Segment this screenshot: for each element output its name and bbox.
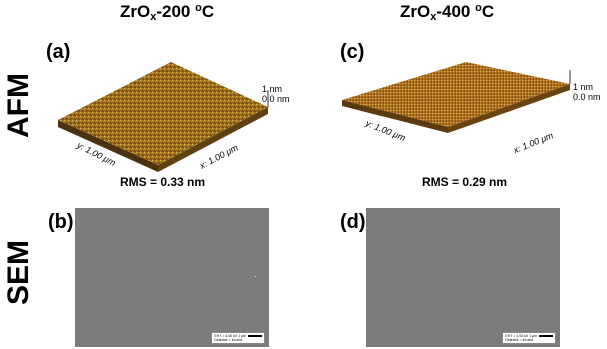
z-axis-top-a: 1 nm <box>262 84 283 94</box>
panel-label-d: (d) <box>340 211 366 233</box>
sem-image-b: EHT = 4.00 kV 1 μm Detector = InLens <box>75 208 269 347</box>
sem-image-d: EHT = 4.00 kV 1 μm Detector = InLens <box>366 208 560 347</box>
panel-label-a: (a) <box>46 41 71 63</box>
rms-value-a: RMS = 0.33 nm <box>120 175 206 189</box>
z-axis-top-c: 1 nm <box>573 82 594 92</box>
afm-panel-a: (a) 1 nm 0.0 nm y: 1.00 μm x: 1.00 μm RM… <box>40 32 290 192</box>
sem-info-box-d: EHT = 4.00 kV 1 μm Detector = InLens <box>502 332 556 344</box>
sem-info-box-b: EHT = 4.00 kV 1 μm Detector = InLens <box>211 332 265 344</box>
z-axis-bottom-c: 0.0 nm <box>573 92 601 102</box>
afm-surface-a <box>58 62 269 172</box>
row-label-afm: AFM <box>2 73 35 138</box>
row-label-sem: SEM <box>2 239 35 305</box>
rms-value-c: RMS = 0.29 nm <box>422 175 508 189</box>
column-title-400: ZrOx-400 oC <box>400 2 495 23</box>
sem-artifact-dot <box>255 276 256 277</box>
panel-label-c: (c) <box>340 41 365 63</box>
z-axis-bottom-a: 0.0 nm <box>262 94 290 104</box>
column-title-200: ZrOx-200 oC <box>120 2 215 23</box>
afm-surface-c <box>342 62 571 133</box>
afm-panel-c: (c) 1 nm 0.0 nm y: 1.00 μm x: 1.00 μm RM… <box>330 32 607 192</box>
panel-label-b: (b) <box>48 211 74 233</box>
